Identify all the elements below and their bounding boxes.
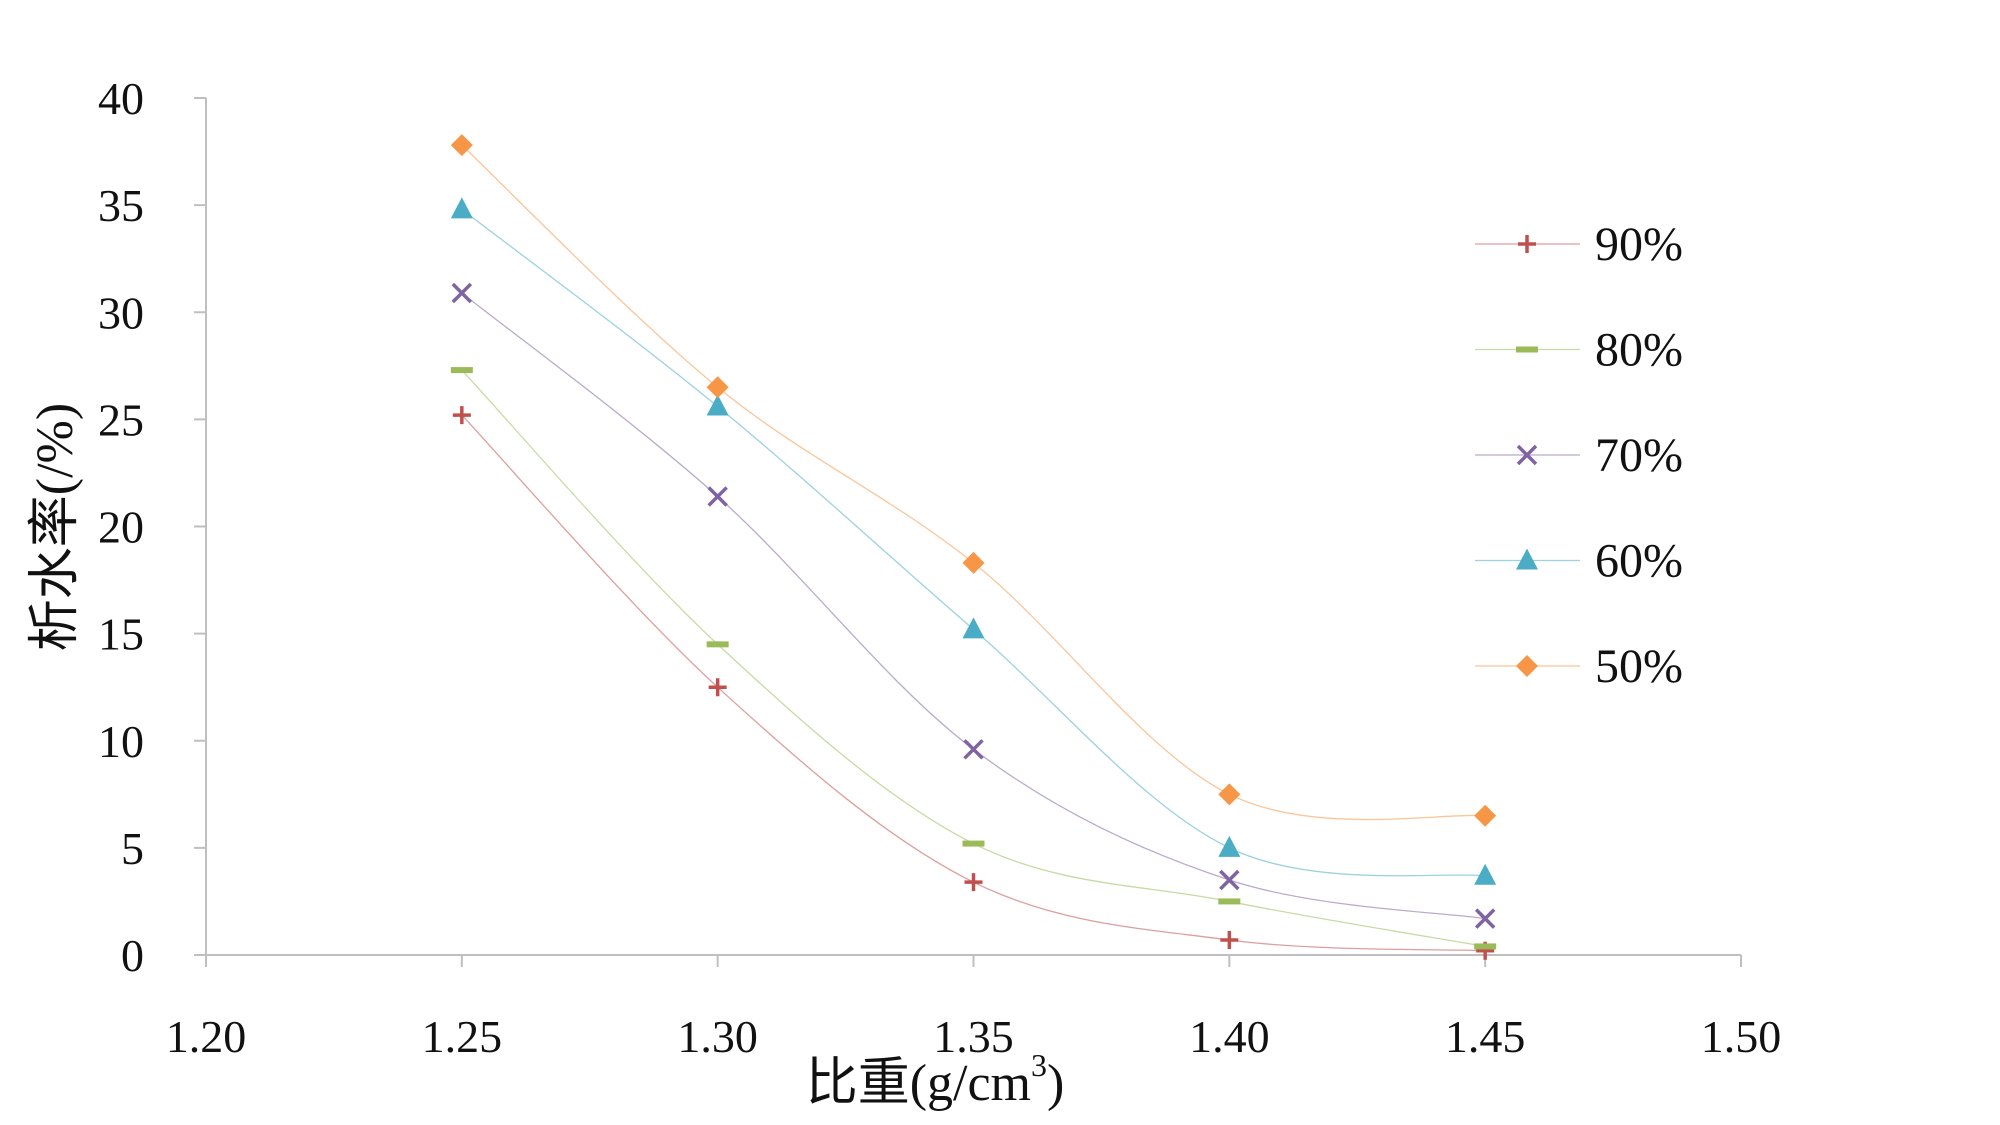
legend-label: 60% [1595,535,1683,588]
legend-label: 70% [1595,429,1683,482]
data-point [451,282,473,304]
legend-marker [1516,548,1538,570]
x-tick-label: 1.35 [933,1011,1014,1062]
data-point [1474,804,1497,827]
data-point [450,367,473,374]
y-tick-label: 10 [98,716,144,767]
data-point [706,376,729,399]
legend: 90% 80% 70% 60% 50% [1475,218,1683,693]
data-point [1218,898,1241,905]
series-line-1 [461,369,1486,948]
data-point [707,486,728,507]
plot-area: 0 5 10 15 20 25 30 35 40 1.20 1.25 1.30 1.35 1.40 1.4… [98,73,1781,1062]
y-axis-title: 析水率(/%) [27,403,84,651]
data-point [1474,943,1497,950]
x-axis-title-superscript: 3 [1031,1047,1047,1083]
legend-item: 70% [1475,429,1683,482]
data-point [452,406,471,425]
y-tick-label: 35 [98,180,144,231]
series-markers [450,134,1497,960]
legend-label: 80% [1595,324,1683,377]
data-point [1220,931,1239,950]
series-line-0 [461,414,1486,952]
y-tick-label: 20 [98,502,144,553]
x-axis-title: 比重(g/cm3) [806,1047,1065,1112]
y-tick-label: 40 [98,73,144,124]
data-point [450,197,473,219]
legend-marker [1518,235,1536,253]
data-point [963,739,984,760]
data-point [450,134,473,157]
legend-label: 90% [1595,218,1683,271]
data-point [962,840,985,847]
x-tick-label: 1.25 [422,1011,503,1062]
data-point [964,873,983,892]
legend-marker [1516,444,1538,466]
series-line-4 [461,144,1486,821]
y-tick-label: 15 [98,609,144,660]
data-point [1474,863,1497,885]
x-tick-label: 1.40 [1189,1011,1270,1062]
y-tick-label: 0 [121,930,144,981]
legend-item: 60% [1475,535,1683,588]
series-line-2 [461,292,1486,920]
x-axis-title-close: ) [1047,1055,1064,1112]
x-ticks: 1.20 1.25 1.30 1.35 1.40 1.45 1.50 [166,955,1782,1062]
data-point [708,678,727,697]
data-point [962,551,985,574]
x-axis-title-main: 比重(g/cm [806,1055,1031,1112]
data-point [962,617,985,639]
x-tick-label: 1.20 [166,1011,247,1062]
x-tick-label: 1.45 [1445,1011,1526,1062]
y-ticks: 0 5 10 15 20 25 30 35 40 [98,73,206,981]
series-line-3 [461,208,1486,877]
legend-item: 50% [1475,640,1683,693]
data-point [706,641,729,648]
x-tick-label: 1.50 [1701,1011,1782,1062]
series-lines [461,144,1486,952]
data-point [1474,908,1496,929]
data-point [1218,783,1241,806]
x-tick-label: 1.30 [677,1011,758,1062]
legend-marker [1516,655,1538,677]
y-tick-label: 25 [98,394,144,445]
legend-item: 90% [1475,218,1683,271]
data-point [1218,835,1241,857]
legend-label: 50% [1595,640,1683,693]
legend-marker [1516,346,1538,353]
legend-item: 80% [1475,324,1683,377]
y-tick-label: 30 [98,287,144,338]
y-tick-label: 5 [121,823,144,874]
data-point [706,394,729,416]
data-point [1219,869,1240,891]
